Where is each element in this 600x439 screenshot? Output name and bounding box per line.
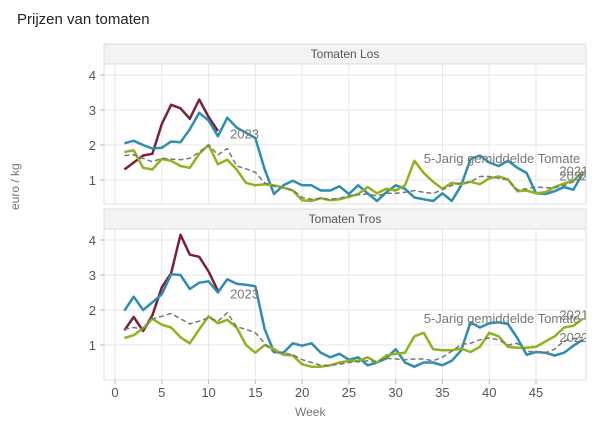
series-annotation: 2021	[559, 163, 588, 178]
x-tick-label: 30	[388, 385, 402, 400]
x-tick-label: 15	[248, 385, 262, 400]
series-annotation: 5-Jarig gemiddelde Tomate	[424, 151, 581, 166]
panel-background	[103, 228, 587, 381]
series-line-5-jarig-gemiddelde	[124, 144, 584, 201]
x-tick-label: 0	[111, 385, 118, 400]
y-tick-label: 4	[89, 233, 96, 248]
panel-background	[103, 63, 587, 205]
x-tick-label: 10	[201, 385, 215, 400]
y-tick-label: 4	[89, 68, 96, 83]
y-tick-label: 1	[89, 338, 96, 353]
x-tick-label: 5	[158, 385, 165, 400]
series-line-2021	[124, 315, 584, 368]
series-annotation: 2023	[230, 286, 259, 301]
series-line-2021	[124, 143, 584, 203]
y-tick-label: 3	[89, 268, 96, 283]
facet-title: Tomaten Los	[311, 47, 380, 61]
series-annotation: 2023	[230, 127, 259, 142]
x-axis-label-text: Week	[295, 405, 326, 419]
x-tick-label: 25	[342, 385, 356, 400]
series-annotation: 2021	[559, 307, 588, 322]
x-tick-label: 40	[482, 385, 496, 400]
y-tick-label: 2	[89, 303, 96, 318]
facet-title: Tomaten Tros	[309, 212, 382, 226]
x-tick-label: 45	[529, 385, 543, 400]
y-tick-label: 2	[89, 138, 96, 153]
y-tick-label: 1	[89, 173, 96, 188]
series-annotation: 5-Jarig gemiddelde Tomate	[424, 311, 581, 326]
x-tick-label: 35	[435, 385, 449, 400]
series-line-2022	[124, 111, 584, 203]
series-annotation: 2022	[559, 330, 588, 345]
chart-title: Prijzen van tomaten	[17, 11, 150, 28]
x-tick-label: 20	[295, 385, 309, 400]
series-line-2022	[123, 273, 584, 368]
y-tick-label: 3	[89, 103, 96, 118]
series-annotation: 2022	[559, 169, 588, 184]
